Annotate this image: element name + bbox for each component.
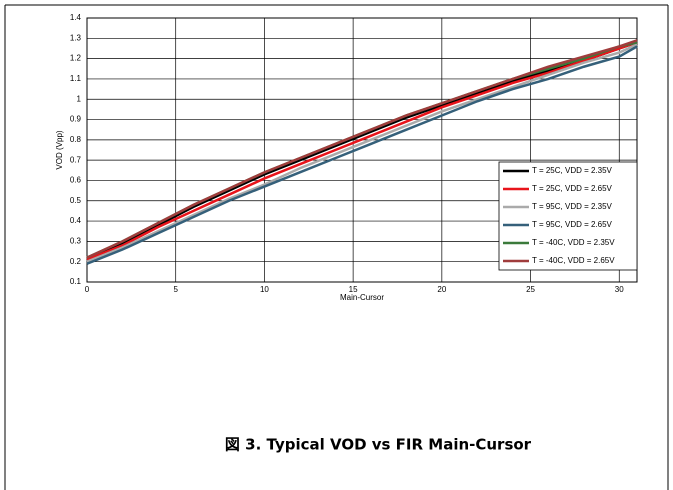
y-axis-label: VOD (Vpp) (55, 130, 64, 169)
x-tick-label: 30 (615, 285, 624, 294)
series-line (86, 45, 638, 265)
y-tick-label: 1.1 (70, 74, 82, 83)
legend-label: T = -40C, VDD = 2.65V (532, 256, 615, 265)
series-line (86, 39, 638, 259)
series-line (86, 41, 638, 261)
x-tick-label: 10 (260, 285, 269, 294)
legend-label: T = -40C, VDD = 2.35V (532, 238, 615, 247)
y-tick-label: 0.1 (70, 277, 82, 286)
y-tick-label: 0.9 (70, 115, 82, 124)
x-tick-label: 20 (437, 285, 446, 294)
y-tick-label: 1 (77, 94, 82, 103)
legend-label: T = 95C, VDD = 2.35V (532, 202, 613, 211)
x-tick-label: 15 (349, 285, 358, 294)
y-tick-label: 0.8 (70, 135, 82, 144)
series-line (86, 43, 638, 263)
series-line (86, 41, 638, 261)
x-tick-label: 0 (85, 285, 90, 294)
y-tick-label: 0.4 (70, 216, 82, 225)
x-tick-label: 5 (173, 285, 178, 294)
legend-label: T = 25C, VDD = 2.65V (532, 184, 613, 193)
y-tick-label: 0.7 (70, 155, 82, 164)
y-tick-label: 1.3 (70, 33, 82, 42)
legend-label: T = 25C, VDD = 2.35V (532, 166, 613, 175)
y-tick-label: 1.4 (70, 13, 82, 22)
caption: 図 3. Typical VOD vs FIR Main-Cursor (225, 436, 532, 454)
legend-box (498, 161, 638, 271)
y-tick-label: 0.5 (70, 196, 82, 205)
x-axis-label: Main-Cursor (340, 293, 384, 302)
legend-label: T = 95C, VDD = 2.65V (532, 220, 613, 229)
x-tick-label: 25 (526, 285, 535, 294)
y-tick-label: 0.2 (70, 257, 82, 266)
plot-border (86, 17, 638, 283)
y-tick-label: 0.6 (70, 176, 82, 185)
y-tick-label: 0.3 (70, 236, 82, 245)
y-tick-label: 1.2 (70, 54, 82, 63)
